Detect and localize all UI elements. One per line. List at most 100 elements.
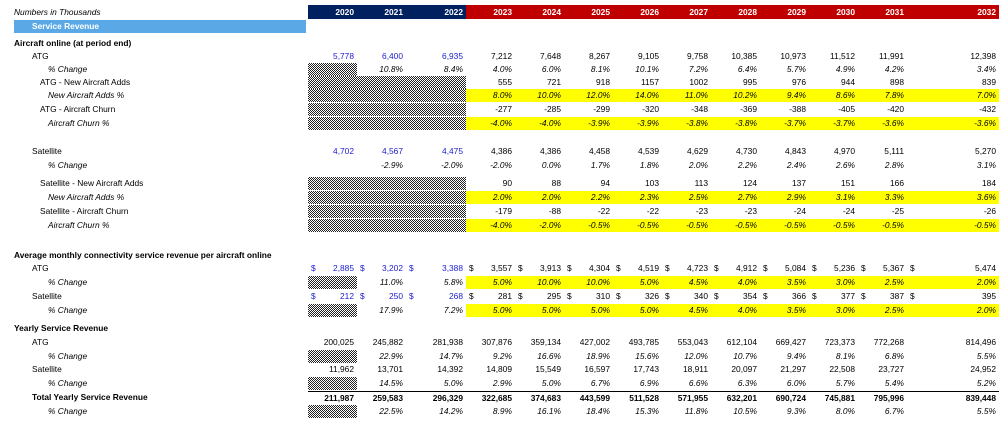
value-cell[interactable]: 10.8% <box>357 63 406 76</box>
value-cell[interactable]: 374,683 <box>515 391 564 404</box>
value-cell[interactable]: 2.2% <box>564 191 613 204</box>
value-cell[interactable]: 10.7% <box>711 350 760 363</box>
value-cell[interactable]: 0.0% <box>515 159 564 172</box>
value-cell[interactable]: 3.0% <box>809 276 858 289</box>
value-cell[interactable]: $295 <box>515 290 564 303</box>
value-cell[interactable]: -0.5% <box>711 219 760 232</box>
value-cell[interactable]: 10.1% <box>613 63 662 76</box>
value-cell[interactable]: -3.9% <box>564 117 613 130</box>
value-cell[interactable]: 571,955 <box>662 391 711 404</box>
value-cell[interactable] <box>406 117 466 130</box>
value-cell[interactable] <box>406 76 466 89</box>
value-cell[interactable]: 24,952 <box>907 363 999 376</box>
value-cell[interactable]: $3,557 <box>466 262 515 275</box>
value-cell[interactable]: 11,991 <box>858 50 907 63</box>
value-cell[interactable]: 995 <box>711 76 760 89</box>
value-cell[interactable]: -388 <box>760 103 809 116</box>
value-cell[interactable]: 16,597 <box>564 363 613 376</box>
value-cell[interactable]: -369 <box>711 103 760 116</box>
value-cell[interactable]: 2.0% <box>907 276 999 289</box>
value-cell[interactable]: -0.5% <box>858 219 907 232</box>
value-cell[interactable] <box>308 89 357 102</box>
value-cell[interactable]: 3.5% <box>760 276 809 289</box>
value-cell[interactable]: 281,938 <box>406 336 466 349</box>
value-cell[interactable]: 21,297 <box>760 363 809 376</box>
value-cell[interactable] <box>357 103 406 116</box>
value-cell[interactable]: 721 <box>515 76 564 89</box>
value-cell[interactable]: 14.0% <box>613 89 662 102</box>
value-cell[interactable]: 2.0% <box>515 191 564 204</box>
value-cell[interactable]: 4.9% <box>809 63 858 76</box>
value-cell[interactable]: 137 <box>760 177 809 190</box>
value-cell[interactable]: -299 <box>564 103 613 116</box>
value-cell[interactable]: $3,913 <box>515 262 564 275</box>
value-cell[interactable]: 2.5% <box>858 304 907 317</box>
value-cell[interactable]: -420 <box>858 103 907 116</box>
value-cell[interactable]: $268 <box>406 290 466 303</box>
value-cell[interactable]: $281 <box>466 290 515 303</box>
value-cell[interactable]: 8.1% <box>809 350 858 363</box>
value-cell[interactable]: 14,809 <box>466 363 515 376</box>
value-cell[interactable]: 15.6% <box>613 350 662 363</box>
value-cell[interactable]: 200,025 <box>308 336 357 349</box>
value-cell[interactable]: 7,648 <box>515 50 564 63</box>
value-cell[interactable]: 6,400 <box>357 50 406 63</box>
value-cell[interactable]: 5.5% <box>907 350 999 363</box>
value-cell[interactable]: $4,723 <box>662 262 711 275</box>
value-cell[interactable]: 2.9% <box>466 377 515 390</box>
value-cell[interactable]: 11,962 <box>308 363 357 376</box>
value-cell[interactable]: 690,724 <box>760 391 809 404</box>
value-cell[interactable]: $366 <box>760 290 809 303</box>
value-cell[interactable]: 976 <box>760 76 809 89</box>
value-cell[interactable]: 10.0% <box>564 276 613 289</box>
value-cell[interactable] <box>308 63 357 76</box>
value-cell[interactable]: 795,996 <box>858 391 907 404</box>
value-cell[interactable]: 2.9% <box>760 191 809 204</box>
value-cell[interactable]: 7.8% <box>858 89 907 102</box>
value-cell[interactable]: 14.2% <box>406 405 466 418</box>
value-cell[interactable]: 12.0% <box>662 350 711 363</box>
value-cell[interactable]: 11.0% <box>662 89 711 102</box>
value-cell[interactable]: 2.5% <box>662 191 711 204</box>
value-cell[interactable] <box>308 350 357 363</box>
value-cell[interactable]: $5,367 <box>858 262 907 275</box>
value-cell[interactable]: 7.0% <box>907 89 999 102</box>
value-cell[interactable]: $2,885 <box>308 262 357 275</box>
value-cell[interactable]: 23,727 <box>858 363 907 376</box>
value-cell[interactable]: $4,912 <box>711 262 760 275</box>
value-cell[interactable] <box>357 177 406 190</box>
value-cell[interactable]: 103 <box>613 177 662 190</box>
value-cell[interactable]: -432 <box>907 103 999 116</box>
value-cell[interactable]: $5,236 <box>809 262 858 275</box>
value-cell[interactable]: 9.3% <box>760 405 809 418</box>
value-cell[interactable]: -23 <box>662 205 711 218</box>
value-cell[interactable]: 898 <box>858 76 907 89</box>
value-cell[interactable]: 10,973 <box>760 50 809 63</box>
value-cell[interactable]: -3.8% <box>711 117 760 130</box>
value-cell[interactable]: 9.4% <box>760 89 809 102</box>
value-cell[interactable]: 9.2% <box>466 350 515 363</box>
value-cell[interactable]: 5.0% <box>466 304 515 317</box>
value-cell[interactable]: -277 <box>466 103 515 116</box>
value-cell[interactable]: 6.7% <box>564 377 613 390</box>
value-cell[interactable]: -3.7% <box>760 117 809 130</box>
value-cell[interactable]: 94 <box>564 177 613 190</box>
value-cell[interactable]: 8.4% <box>406 63 466 76</box>
value-cell[interactable]: 9,758 <box>662 50 711 63</box>
value-cell[interactable]: 745,881 <box>809 391 858 404</box>
value-cell[interactable] <box>308 276 357 289</box>
value-cell[interactable]: 15,549 <box>515 363 564 376</box>
value-cell[interactable]: -4.0% <box>466 219 515 232</box>
value-cell[interactable]: 5,111 <box>858 145 907 158</box>
value-cell[interactable]: $310 <box>564 290 613 303</box>
value-cell[interactable]: 90 <box>466 177 515 190</box>
value-cell[interactable] <box>308 177 357 190</box>
value-cell[interactable]: 1002 <box>662 76 711 89</box>
value-cell[interactable]: -88 <box>515 205 564 218</box>
value-cell[interactable]: 612,104 <box>711 336 760 349</box>
value-cell[interactable]: 3.6% <box>907 191 999 204</box>
value-cell[interactable]: 5.4% <box>858 377 907 390</box>
value-cell[interactable]: 3.1% <box>907 159 999 172</box>
value-cell[interactable]: -320 <box>613 103 662 116</box>
value-cell[interactable]: 18.9% <box>564 350 613 363</box>
